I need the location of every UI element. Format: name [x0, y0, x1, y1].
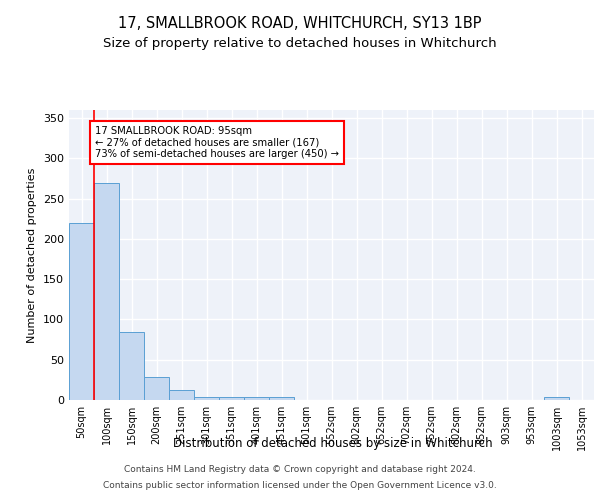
- Bar: [194, 397, 219, 400]
- Bar: [144, 376, 169, 400]
- Bar: [169, 390, 194, 400]
- Bar: [69, 223, 94, 400]
- Text: Distribution of detached houses by size in Whitchurch: Distribution of detached houses by size …: [173, 438, 493, 450]
- Y-axis label: Number of detached properties: Number of detached properties: [28, 168, 37, 342]
- Bar: [544, 397, 569, 400]
- Text: Contains public sector information licensed under the Open Government Licence v3: Contains public sector information licen…: [103, 480, 497, 490]
- Text: 17, SMALLBROOK ROAD, WHITCHURCH, SY13 1BP: 17, SMALLBROOK ROAD, WHITCHURCH, SY13 1B…: [118, 16, 482, 30]
- Text: Size of property relative to detached houses in Whitchurch: Size of property relative to detached ho…: [103, 38, 497, 51]
- Bar: [94, 182, 119, 400]
- Bar: [119, 332, 144, 400]
- Text: 17 SMALLBROOK ROAD: 95sqm
← 27% of detached houses are smaller (167)
73% of semi: 17 SMALLBROOK ROAD: 95sqm ← 27% of detac…: [95, 126, 339, 160]
- Bar: [269, 397, 294, 400]
- Text: Contains HM Land Registry data © Crown copyright and database right 2024.: Contains HM Land Registry data © Crown c…: [124, 466, 476, 474]
- Bar: [219, 397, 244, 400]
- Bar: [244, 397, 269, 400]
